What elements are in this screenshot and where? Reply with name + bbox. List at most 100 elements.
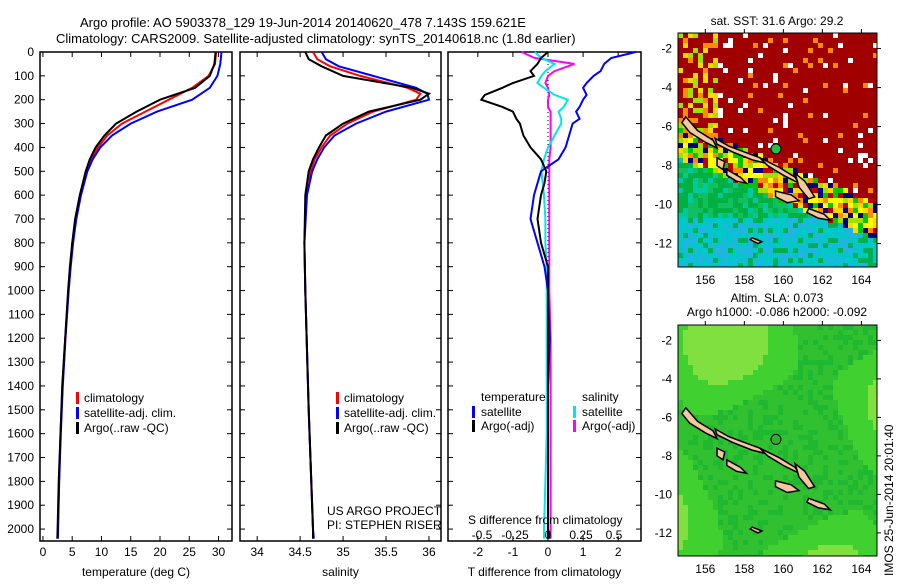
map-cell: [768, 525, 773, 530]
map-cell: [873, 48, 877, 53]
map-cell: [873, 450, 877, 455]
map-cell: [828, 425, 833, 430]
map-cell: [698, 88, 703, 93]
map-cell: [688, 193, 693, 198]
map-cell: [868, 103, 873, 108]
map-cell: [713, 400, 718, 405]
map-cell: [753, 340, 758, 345]
map-cell: [733, 238, 738, 243]
map-cell: [803, 228, 808, 233]
map-cell: [703, 475, 708, 480]
map-cell: [688, 440, 693, 445]
map-cell: [688, 33, 693, 38]
map-cell: [758, 68, 763, 73]
map-cell: [788, 480, 793, 485]
depth-tick-label: 1000: [7, 284, 34, 298]
map-cell: [788, 500, 793, 505]
map-cell: [858, 445, 863, 450]
map-cell: [678, 435, 683, 440]
map-cell: [728, 365, 733, 370]
map-cell: [818, 178, 823, 183]
map-cell: [818, 455, 823, 460]
map-cell: [718, 118, 723, 123]
map-cell: [843, 223, 848, 228]
map-cell: [678, 480, 683, 485]
map-cell: [768, 218, 773, 223]
map-cell: [713, 550, 718, 555]
map-cell: [858, 228, 863, 233]
map-cell: [868, 48, 873, 53]
map-cell: [738, 243, 743, 248]
map-cell: [713, 520, 718, 525]
map-cell: [863, 370, 868, 375]
map-cell: [813, 123, 818, 128]
map-cell: [813, 258, 818, 263]
map-cell: [698, 253, 703, 258]
map-cell: [698, 78, 703, 83]
map-cell: [753, 475, 758, 480]
map-cell: [828, 470, 833, 475]
map-cell: [728, 108, 733, 113]
map-cell: [713, 455, 718, 460]
map-cell: [768, 133, 773, 138]
map-cell: [678, 108, 683, 113]
map-cell: [788, 455, 793, 460]
map-cell: [708, 73, 713, 78]
depth-tick-label: 1800: [7, 474, 34, 488]
map-cell: [713, 330, 718, 335]
x-axis-label: temperature (deg C): [82, 565, 190, 579]
map-cell: [693, 248, 698, 253]
map-cell: [853, 223, 858, 228]
map-cell: [758, 128, 763, 133]
map-cell: [868, 258, 873, 263]
map-cell: [868, 440, 873, 445]
map-cell: [708, 58, 713, 63]
map-cell: [868, 98, 873, 103]
lon-tick-label: 162: [812, 273, 832, 287]
map-cell: [818, 420, 823, 425]
map-cell: [798, 133, 803, 138]
map-cell: [833, 415, 838, 420]
map-cell: [818, 153, 823, 158]
map-cell: [738, 545, 743, 550]
map-cell: [723, 370, 728, 375]
map-cell: [718, 335, 723, 340]
map-cell: [763, 128, 768, 133]
map-cell: [678, 93, 683, 98]
map-cell: [773, 263, 778, 267]
map-cell: [718, 103, 723, 108]
map-cell: [788, 148, 793, 153]
map-cell: [708, 550, 713, 555]
map-cell: [828, 360, 833, 365]
map-cell: [758, 370, 763, 375]
map-cell: [688, 238, 693, 243]
map-cell: [743, 530, 748, 535]
map-cell: [808, 510, 813, 515]
map-cell: [773, 340, 778, 345]
map-cell: [778, 163, 783, 168]
map-cell: [733, 103, 738, 108]
map-cell: [828, 148, 833, 153]
map-cell: [733, 108, 738, 113]
map-cell: [693, 445, 698, 450]
map-cell: [728, 93, 733, 98]
map-cell: [793, 138, 798, 143]
map-cell: [743, 500, 748, 505]
map-cell: [873, 228, 877, 233]
map-cell: [848, 405, 853, 410]
map-cell: [728, 535, 733, 540]
map-cell: [743, 480, 748, 485]
map-cell: [863, 420, 868, 425]
map-cell: [718, 208, 723, 213]
map-cell: [723, 445, 728, 450]
map-cell: [688, 203, 693, 208]
map-cell: [818, 535, 823, 540]
map-cell: [793, 350, 798, 355]
map-cell: [828, 505, 833, 510]
map-cell: [703, 355, 708, 360]
map-cell: [828, 480, 833, 485]
map-cell: [808, 138, 813, 143]
map-cell: [693, 178, 698, 183]
map-cell: [763, 495, 768, 500]
map-cell: [838, 475, 843, 480]
